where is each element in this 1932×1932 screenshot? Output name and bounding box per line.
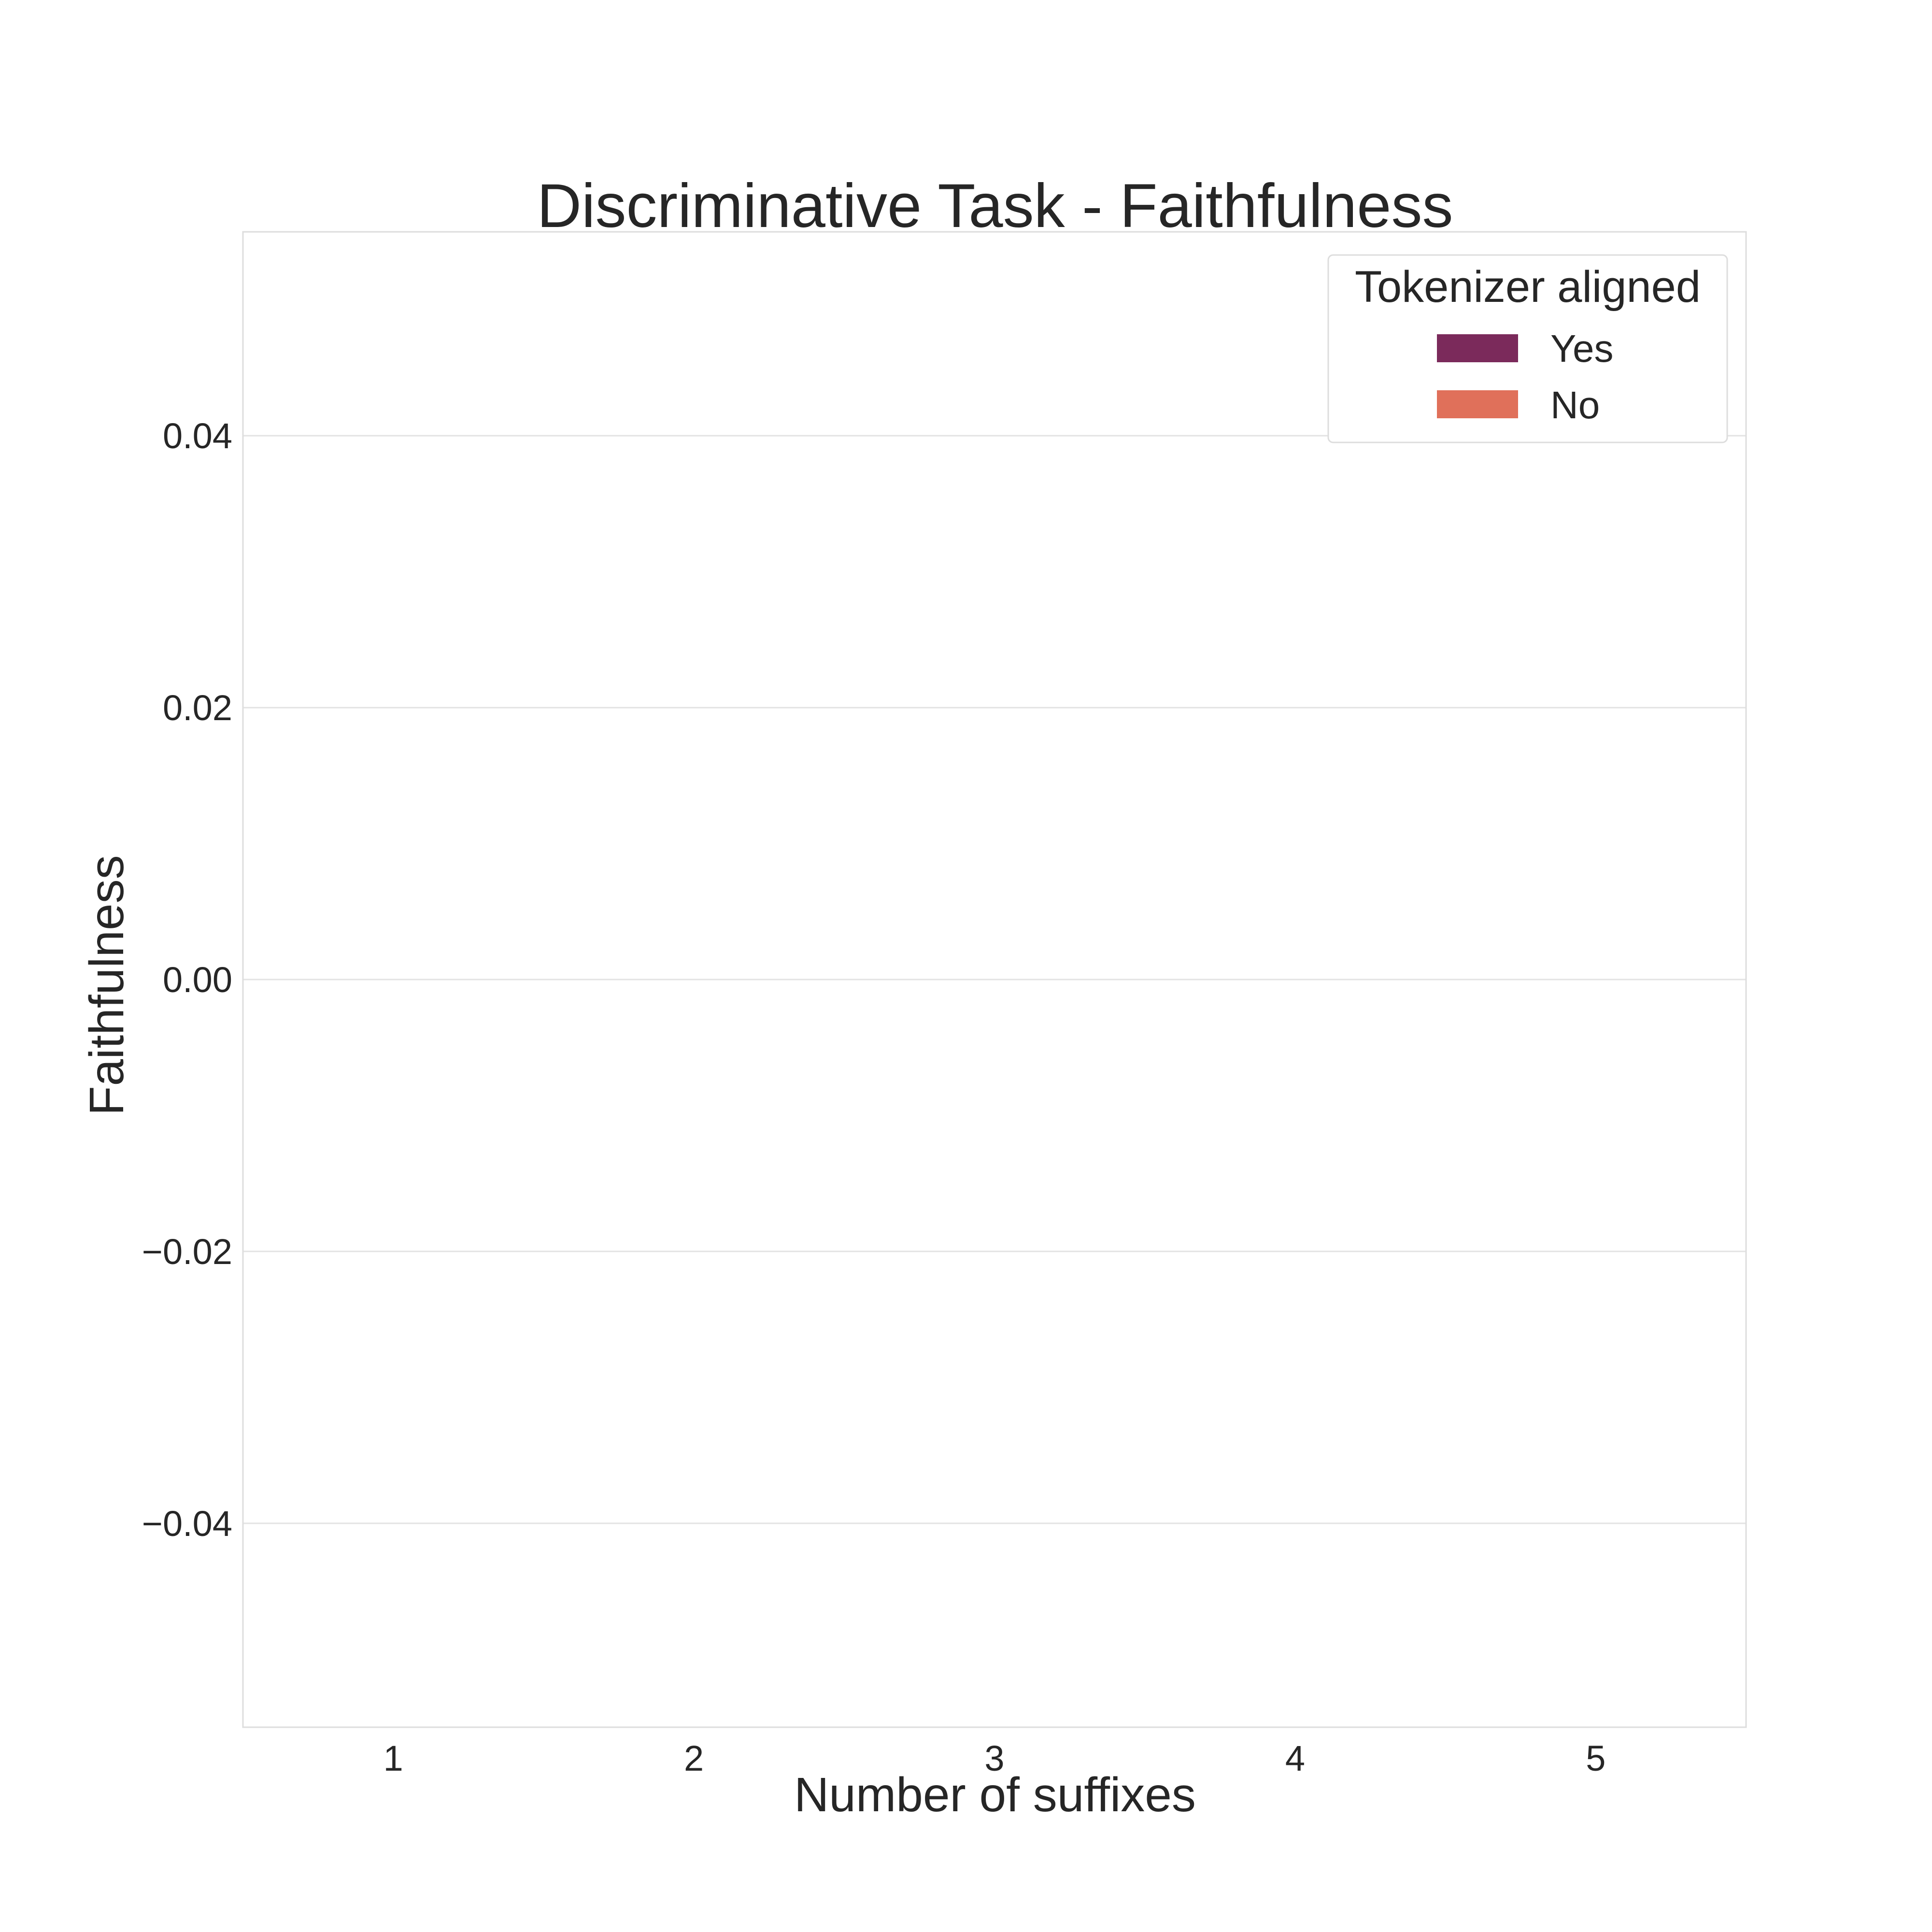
x-tick-label: 1: [384, 1738, 403, 1778]
x-tick-labels: 1 2 3 4 5: [384, 1738, 1606, 1778]
y-tick-labels: 0.04 0.02 0.00 −0.02 −0.04: [142, 416, 232, 1544]
chart-title: Discriminative Task - Faithfulness: [537, 171, 1453, 241]
y-tick-label: 0.00: [163, 960, 232, 1000]
y-tick-label: −0.02: [142, 1232, 232, 1272]
legend-label-no: No: [1550, 384, 1600, 426]
plot-frame: [242, 231, 1747, 1728]
y-tick-label: 0.04: [163, 416, 232, 456]
y-axis-label: Faithfulness: [80, 855, 134, 1115]
legend-frame: [1327, 254, 1728, 443]
x-tick-label: 4: [1285, 1738, 1305, 1778]
legend: Tokenizer aligned Yes No: [1327, 254, 1728, 443]
legend-label-yes: Yes: [1550, 327, 1614, 370]
legend-title: Tokenizer aligned: [1355, 262, 1701, 312]
y-tick-label: −0.04: [142, 1504, 232, 1544]
x-axis-label: Number of suffixes: [794, 1768, 1196, 1822]
y-tick-label: 0.02: [163, 688, 232, 728]
x-tick-label: 3: [984, 1738, 1004, 1778]
x-tick-label: 5: [1586, 1738, 1605, 1778]
legend-swatch-yes: [1437, 334, 1518, 362]
x-tick-label: 2: [684, 1738, 704, 1778]
legend-swatch-no: [1437, 390, 1518, 418]
